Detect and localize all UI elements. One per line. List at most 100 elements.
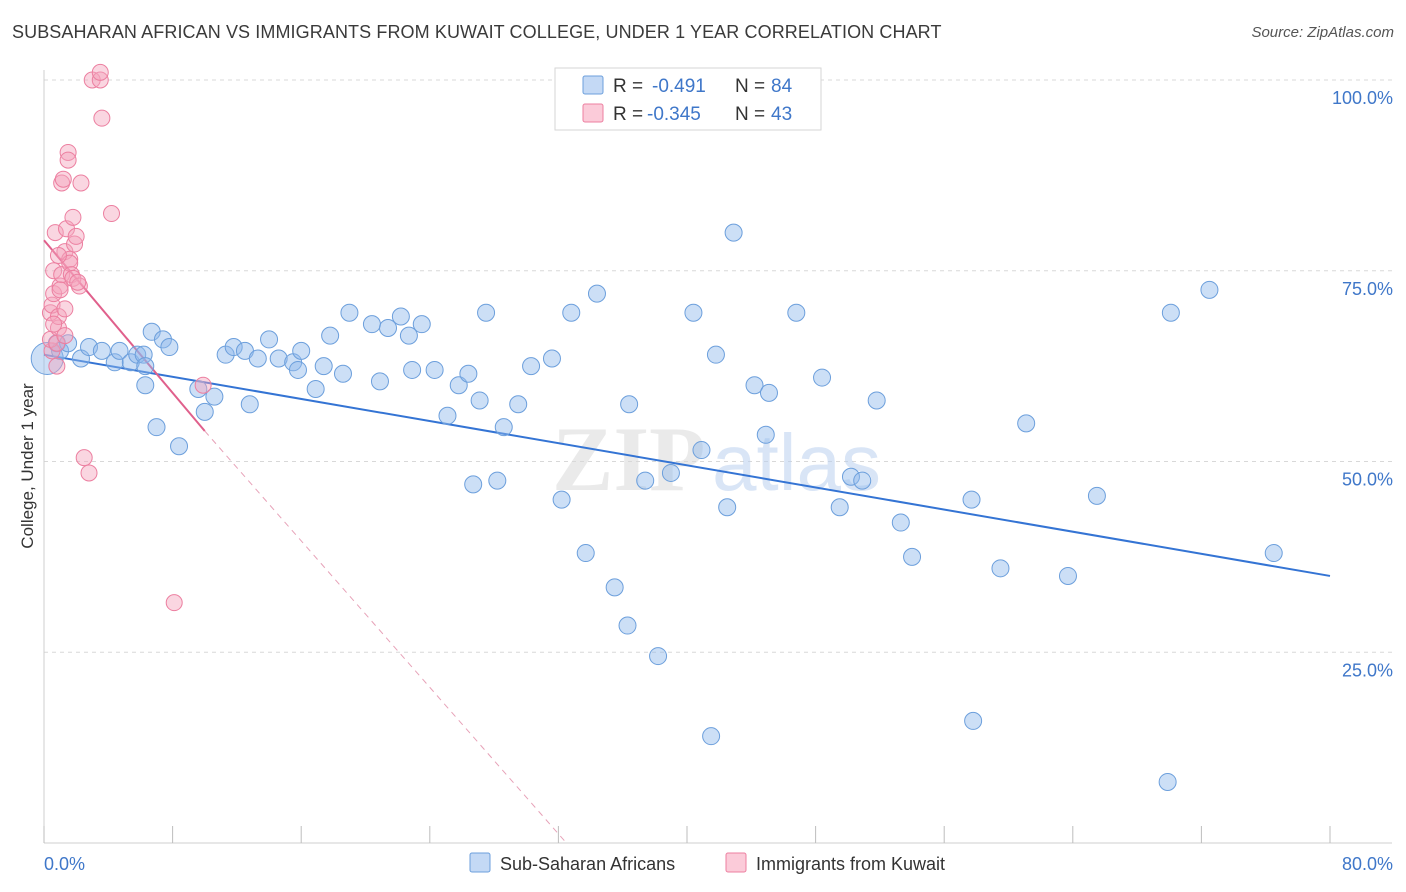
point-sub-saharan-90 — [1200, 280, 1219, 299]
legend-r-label-2: R = — [613, 104, 643, 125]
legend-n-label-1: N = — [735, 76, 765, 97]
point-sub-saharan-65 — [661, 463, 680, 482]
point-kuwait-28 — [75, 449, 93, 467]
point-sub-saharan-69 — [706, 345, 725, 364]
point-sub-saharan-20 — [195, 402, 214, 421]
legend-r-value-1: -0.491 — [652, 76, 706, 97]
legend-swatch-pink — [582, 103, 604, 123]
point-sub-saharan-54 — [522, 357, 541, 376]
point-sub-saharan-86 — [1017, 414, 1036, 433]
legend-swatch-blue — [582, 75, 604, 95]
point-sub-saharan-66 — [684, 303, 703, 322]
point-kuwait-38 — [51, 281, 69, 299]
y-tick-label-1: 75.0% — [1342, 279, 1393, 299]
point-sub-saharan-37 — [362, 315, 381, 334]
point-sub-saharan-43 — [412, 315, 431, 334]
point-sub-saharan-48 — [464, 475, 483, 494]
y-axis-label: College, Under 1 year — [18, 383, 37, 549]
point-sub-saharan-17 — [160, 338, 179, 357]
point-kuwait-13 — [54, 170, 72, 188]
point-sub-saharan-79 — [853, 471, 872, 490]
bottom-legend-swatch-pink — [725, 852, 747, 873]
point-sub-saharan-74 — [759, 383, 778, 402]
legend-r-value-2: -0.345 — [647, 104, 701, 125]
point-sub-saharan-15 — [147, 418, 166, 437]
point-sub-saharan-33 — [314, 357, 333, 376]
point-kuwait-40 — [48, 357, 66, 375]
point-sub-saharan-13 — [136, 376, 155, 395]
point-kuwait-39 — [56, 300, 74, 318]
point-sub-saharan-72 — [745, 376, 764, 395]
point-sub-saharan-76 — [813, 368, 832, 387]
chart-title: SUBSAHARAN AFRICAN VS IMMIGRANTS FROM KU… — [12, 22, 942, 42]
point-sub-saharan-41 — [399, 326, 418, 345]
trend-line-sub-saharan — [43, 353, 1331, 577]
x-tick-label-1: 80.0% — [1342, 854, 1393, 874]
point-sub-saharan-91 — [1264, 544, 1283, 563]
point-sub-saharan-85 — [991, 559, 1010, 578]
y-tick-label-2: 50.0% — [1342, 470, 1393, 490]
point-sub-saharan-38 — [370, 372, 389, 391]
point-sub-saharan-45 — [438, 406, 457, 425]
bottom-legend-label-blue: Sub-Saharan Africans — [500, 854, 675, 874]
point-sub-saharan-30 — [288, 360, 307, 379]
axes — [43, 70, 1392, 844]
point-sub-saharan-80 — [867, 391, 886, 410]
point-kuwait-36 — [194, 376, 212, 394]
point-sub-saharan-21 — [205, 387, 224, 406]
point-sub-saharan-26 — [248, 349, 267, 368]
point-kuwait-6 — [46, 224, 64, 242]
legend: R = -0.491 N = 84 R = -0.345 N = 43 — [554, 67, 822, 131]
point-sub-saharan-32 — [306, 380, 325, 399]
point-sub-saharan-31 — [292, 341, 311, 360]
point-sub-saharan-51 — [488, 471, 507, 490]
point-sub-saharan-40 — [391, 307, 410, 326]
point-kuwait-25 — [67, 227, 85, 245]
x-tick-label-0: 0.0% — [44, 854, 85, 874]
point-sub-saharan-61 — [618, 616, 637, 635]
point-sub-saharan-59 — [587, 284, 606, 303]
y-tick-label-0: 100.0% — [1332, 88, 1393, 108]
tick-labels: 100.0% 75.0% 50.0% 25.0% 0.0% 80.0% — [44, 88, 1393, 874]
point-sub-saharan-75 — [787, 303, 806, 322]
point-sub-saharan-89 — [1161, 303, 1180, 322]
point-sub-saharan-73 — [756, 425, 775, 444]
point-sub-saharan-16 — [153, 330, 172, 349]
point-sub-saharan-58 — [576, 544, 595, 563]
point-sub-saharan-8 — [110, 341, 129, 360]
point-sub-saharan-81 — [891, 513, 910, 532]
point-sub-saharan-55 — [542, 349, 561, 368]
point-sub-saharan-60 — [605, 578, 624, 597]
point-sub-saharan-87 — [1058, 566, 1077, 585]
gridlines — [44, 79, 1392, 653]
point-kuwait-34 — [91, 63, 109, 81]
point-sub-saharan-57 — [562, 303, 581, 322]
legend-r-label-1: R = — [613, 76, 643, 97]
point-sub-saharan-7 — [105, 353, 124, 372]
legend-n-value-1: 84 — [771, 76, 793, 97]
point-sub-saharan-49 — [470, 391, 489, 410]
point-sub-saharan-67 — [692, 441, 711, 460]
point-kuwait-37 — [45, 315, 63, 333]
point-sub-saharan-68 — [702, 727, 721, 746]
data-points — [30, 63, 1283, 791]
point-kuwait-19 — [61, 250, 79, 268]
point-sub-saharan-64 — [649, 647, 668, 666]
point-sub-saharan-71 — [724, 223, 743, 242]
point-kuwait-32 — [93, 109, 111, 127]
point-sub-saharan-70 — [718, 498, 737, 517]
point-sub-saharan-34 — [321, 326, 340, 345]
bottom-legend-label-pink: Immigrants from Kuwait — [756, 854, 945, 874]
point-sub-saharan-62 — [620, 395, 639, 414]
point-sub-saharan-36 — [340, 303, 359, 322]
trend-lines — [43, 239, 1331, 844]
point-sub-saharan-23 — [224, 338, 243, 357]
point-sub-saharan-44 — [425, 360, 444, 379]
point-sub-saharan-52 — [494, 418, 513, 437]
point-kuwait-27 — [72, 174, 90, 192]
point-kuwait-29 — [80, 464, 98, 482]
point-sub-saharan-18 — [170, 437, 189, 456]
point-sub-saharan-28 — [269, 349, 288, 368]
point-sub-saharan-82 — [903, 547, 922, 566]
